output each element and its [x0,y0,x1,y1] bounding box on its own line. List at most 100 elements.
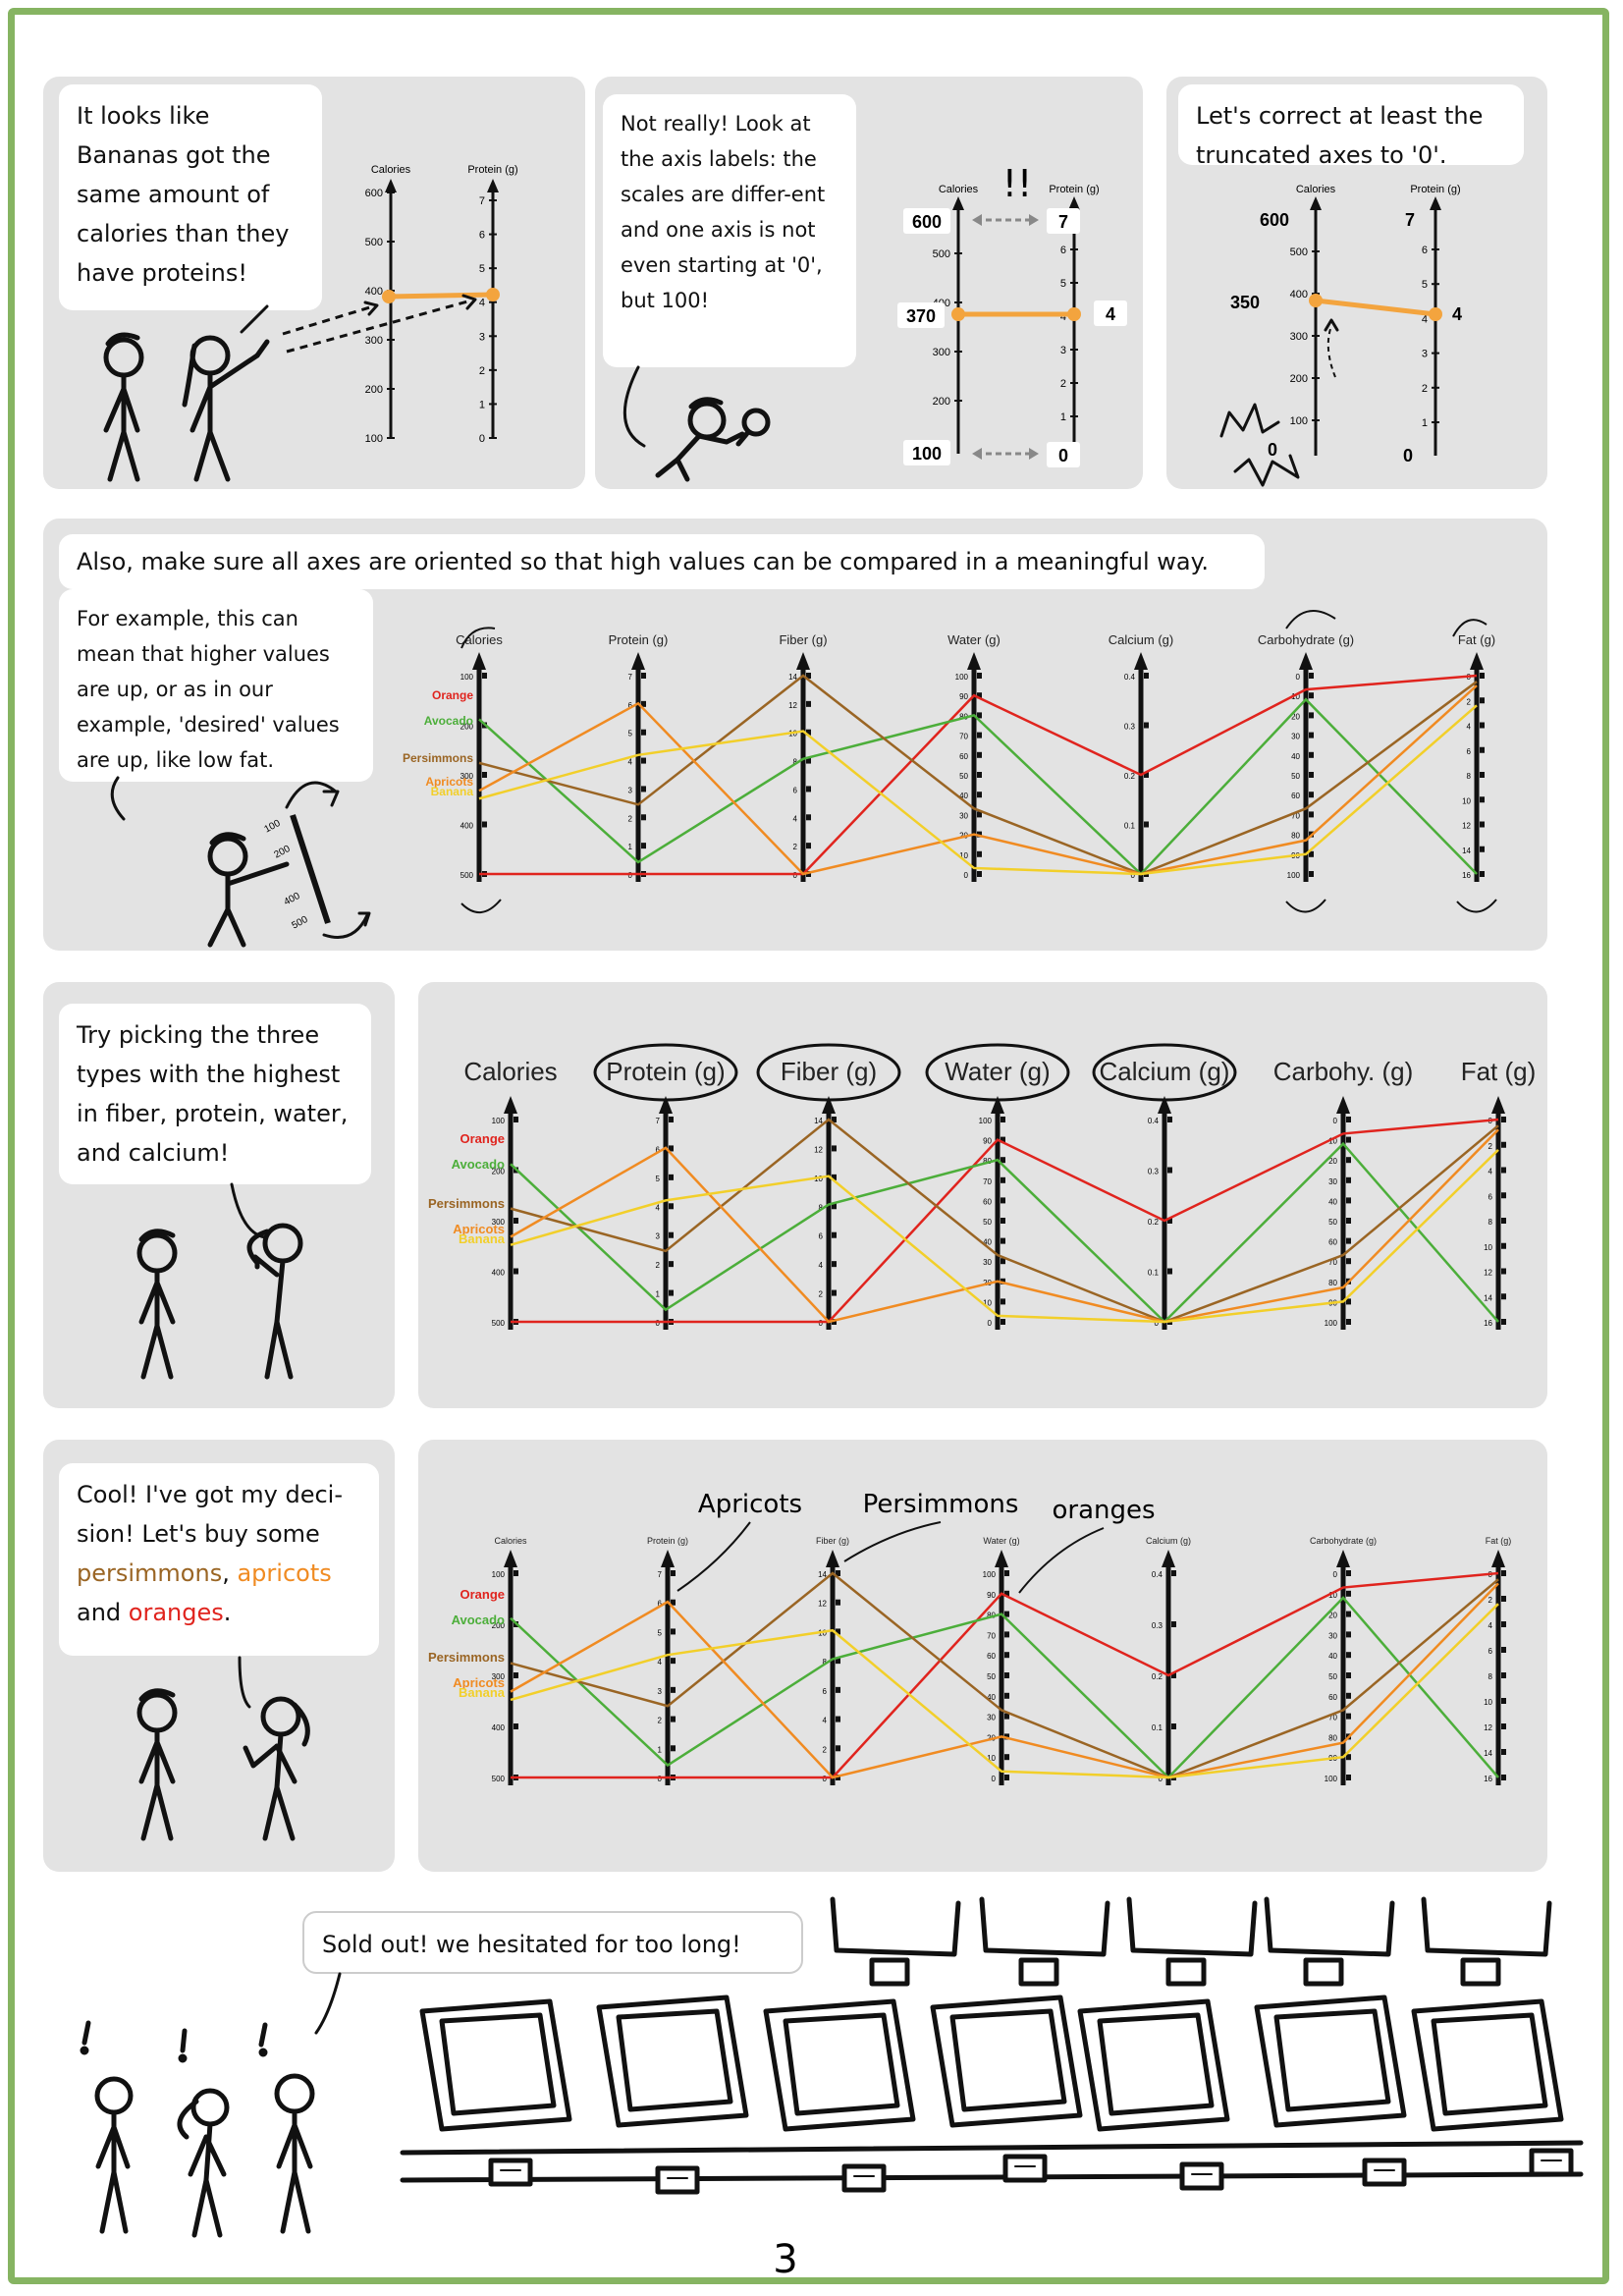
p3-label-bot-right: 0 [1403,446,1413,465]
series-line [510,1571,1499,1779]
axis-tick [514,1268,518,1275]
speech-bubble-1: It looks like Bananas got the same amoun… [59,84,322,310]
price-tag [1002,2154,1048,2183]
axis-tick [1501,1242,1506,1249]
axis-tick [1001,1319,1005,1325]
tick-label: 1 [656,1290,661,1299]
tick-label: 4 [1488,1168,1493,1176]
axis-tick [977,811,982,818]
axis-arrow [796,652,810,670]
tick-label: 0.1 [1124,822,1136,831]
legend-label: Banana [459,1231,506,1246]
price-tag [1303,1957,1344,1987]
p2-exclaim: !! [1002,162,1032,205]
axis-tick [641,700,646,707]
legend-label: Banana [431,785,474,798]
axis-tick [1167,1117,1172,1122]
tick-label: 60 [1328,1693,1337,1702]
p1-right-ticks: 7 6 5 4 3 2 1 0 [479,195,497,445]
tick-label: 2 [1467,697,1472,706]
axis-tick [1144,772,1149,778]
tick-label: 14 [1484,1749,1492,1758]
tick-label: 90 [959,692,968,701]
crate [596,1995,749,2128]
tick-label: 8 [793,758,798,767]
axis-tick [1309,732,1314,738]
axis-tick [1346,1197,1351,1204]
tick-label: 6 [628,701,633,710]
crate-inner [1273,2008,1391,2112]
axis-arrow [1158,1096,1171,1114]
price-tag [655,2165,700,2195]
tick-label: 30 [1328,1177,1337,1186]
series-line [510,1128,1499,1324]
tick-label: 0.2 [1152,1672,1163,1681]
crate [419,1998,572,2132]
axis-tick [671,1716,676,1722]
tick-label: 60 [959,752,968,761]
tick-label: 0.2 [1124,772,1136,781]
tick-label: 80 [1328,1279,1337,1287]
tick-label: 8 [819,1203,824,1212]
axis-tick [832,1261,837,1268]
p2-axis-right-title: Protein (g) [1049,184,1099,195]
bubble6-oranges: oranges [128,1599,224,1626]
tick-label: 1 [628,843,633,851]
tick-label: 3 [656,1232,661,1241]
tick-label: 8 [823,1658,828,1667]
axis-tick [1167,1167,1172,1174]
axis-title: Calcium (g) [1109,632,1173,647]
annotation-pointer [676,1521,751,1592]
axis-tick [806,786,811,793]
axis-tick [1004,1733,1009,1740]
axis-arrow [1470,652,1484,670]
crate-top [1421,1896,1552,1957]
tick-label: 5 [1422,279,1428,291]
tick-label: 10 [1328,1137,1337,1146]
axis-tick [641,814,646,821]
circled-axis-title [1092,1043,1237,1102]
axis-tick [669,1203,674,1210]
axis-title: Calories [456,632,503,647]
axis-title: Protein (g) [606,1057,725,1086]
axis-tick [1144,673,1149,679]
axis-tick [669,1261,674,1268]
axis-tick [1346,1672,1351,1678]
p3-label-bot-left: 0 [1268,440,1277,460]
bubble6-persimmons: persimmons [77,1559,223,1587]
axis-tick [1001,1258,1005,1265]
axis-tick [1004,1590,1009,1597]
axis-tick [1346,1157,1351,1164]
crate-inner [1097,2012,1215,2116]
axis-tick [1501,1749,1506,1755]
axis-tick [1004,1611,1009,1617]
tick-label: 300 [933,347,950,358]
bubble6-apricots: apricots [237,1559,332,1587]
series-line [510,1149,1499,1324]
legend-label: Banana [459,1685,506,1700]
axis-tick [482,821,487,828]
axis-tick [1346,1713,1351,1720]
axis-tick [806,729,811,736]
tick-label: 4 [1488,1621,1493,1630]
axis-tick [977,692,982,699]
axis-tick [1501,1167,1506,1174]
tick-label: 0.2 [1148,1218,1160,1227]
axis-title: Calories [494,1536,527,1546]
tick-label: 50 [959,772,968,781]
tick-label: 300 [1290,331,1308,343]
tick-label: 500 [933,248,950,260]
axis-tick [977,792,982,798]
tick-label: 14 [1484,1293,1492,1302]
price-tag [869,1957,910,1987]
bubble6-text-4: . [223,1599,232,1626]
axis-tick [1001,1218,1005,1224]
crate [1411,1998,1564,2132]
axis-tick [1004,1672,1009,1678]
tick-label: 3 [479,331,485,343]
axis-tick [1501,1647,1506,1653]
tick-label: 8 [1488,1218,1493,1227]
axis-tick [514,1117,518,1122]
legend-label: Orange [460,1131,505,1146]
tick-label: 1 [658,1745,663,1754]
